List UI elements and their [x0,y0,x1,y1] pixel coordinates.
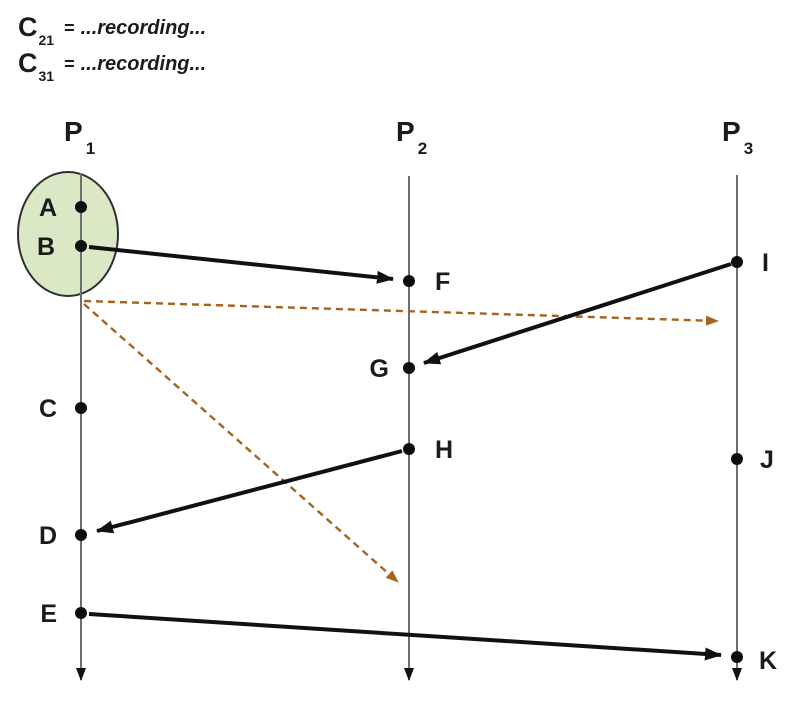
event-dot-K [731,651,743,663]
clock-value: ...recording... [80,53,207,75]
clock-subscript: 31 [38,68,55,84]
equals-sign: = [64,18,75,38]
event-label-C: C [39,395,57,423]
event-label-K: K [759,647,777,675]
event-dot-J [731,453,743,465]
clock-value: ...recording... [80,17,207,39]
event-dot-B [75,240,87,252]
event-dot-G [403,362,415,374]
event-label-I: I [762,249,769,277]
clock-symbol: C [18,12,38,42]
event-label-E: E [40,600,57,628]
event-dot-D [75,529,87,541]
message-arrow-E-to-K [88,612,722,661]
event-label-B: B [37,233,55,261]
equals-sign: = [64,54,75,74]
clock-symbol: C [18,48,38,78]
process-label-P1: P1 [64,116,95,158]
event-dot-A [75,201,87,213]
message-arrow-H-to-D [96,449,403,534]
marker-arrow-P1-to-P2 [83,303,399,583]
message-arrow-B-to-F [88,245,394,284]
event-dot-E [75,607,87,619]
event-label-J: J [760,446,774,474]
event-dot-F [403,275,415,287]
clock-subscript: 21 [38,32,55,48]
marker-arrow-P1-to-P3 [83,299,719,326]
event-label-F: F [435,268,450,296]
message-arrow-I-to-G [423,262,732,365]
event-dot-C [75,402,87,414]
process-label-P2: P2 [396,116,427,158]
snapshot-cut-region [17,171,119,297]
event-dot-H [403,443,415,455]
event-label-D: D [39,522,57,550]
event-label-A: A [39,194,57,222]
event-label-H: H [435,436,453,464]
clock-state-line-2: C31 = ...recording... [18,48,207,84]
process-label-P3: P3 [722,116,753,158]
event-dot-I [731,256,743,268]
event-label-G: G [370,355,389,383]
clock-state-line-1: C21 = ...recording... [18,12,207,48]
